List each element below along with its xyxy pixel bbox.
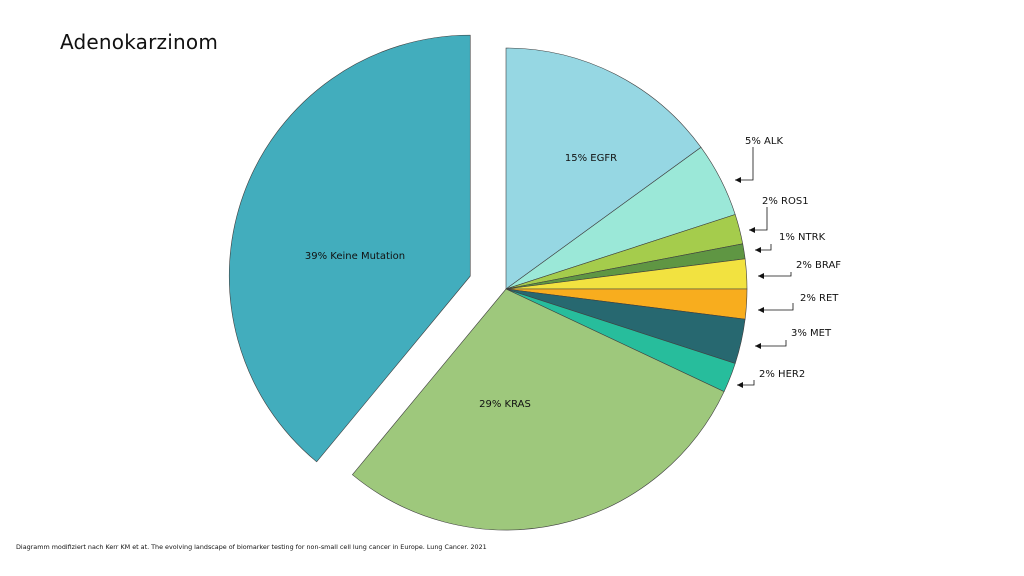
slice-label-alk: 5% ALK bbox=[745, 136, 783, 147]
pie-slice-keine-mutation bbox=[229, 34, 471, 463]
pie-slice-kras bbox=[351, 288, 725, 531]
arrowhead-ret bbox=[758, 307, 764, 313]
arrowhead-ros1 bbox=[749, 227, 755, 233]
slice-label-ntrk: 1% NTRK bbox=[779, 232, 826, 243]
slice-label-kras: 29% KRAS bbox=[479, 399, 531, 410]
leader-line-braf bbox=[758, 272, 792, 277]
chart-title: Adenokarzinom bbox=[60, 30, 219, 54]
slice-label-braf: 2% BRAF bbox=[796, 260, 841, 271]
slice-label-keine-mutation: 39% Keine Mutation bbox=[305, 251, 405, 262]
leader-line-alk bbox=[735, 147, 754, 181]
arrowhead-ntrk bbox=[755, 247, 761, 253]
arrowhead-her2 bbox=[737, 382, 743, 388]
arrowhead-met bbox=[755, 343, 761, 349]
slice-label-her2: 2% HER2 bbox=[759, 369, 805, 380]
pie-slices bbox=[229, 34, 748, 531]
leader-line-ros1 bbox=[749, 207, 768, 231]
slice-label-met: 3% MET bbox=[791, 328, 832, 339]
slice-label-egfr: 15% EGFR bbox=[565, 153, 617, 164]
arrowhead-braf bbox=[758, 273, 764, 279]
leader-line-met bbox=[755, 340, 787, 347]
pie-labels: 15% EGFR 5% ALK 2% ROS1 1% NTRK 2% BRAF 2% RE… bbox=[305, 136, 841, 410]
pie-slice-egfr bbox=[505, 47, 702, 290]
slice-label-ros1: 2% ROS1 bbox=[762, 196, 809, 207]
slice-label-ret: 2% RET bbox=[800, 293, 839, 304]
leader-line-ret bbox=[758, 303, 794, 311]
arrowhead-alk bbox=[735, 177, 741, 183]
source-caption: Diagramm modifiziert nach Kerr KM et at.… bbox=[16, 543, 487, 551]
